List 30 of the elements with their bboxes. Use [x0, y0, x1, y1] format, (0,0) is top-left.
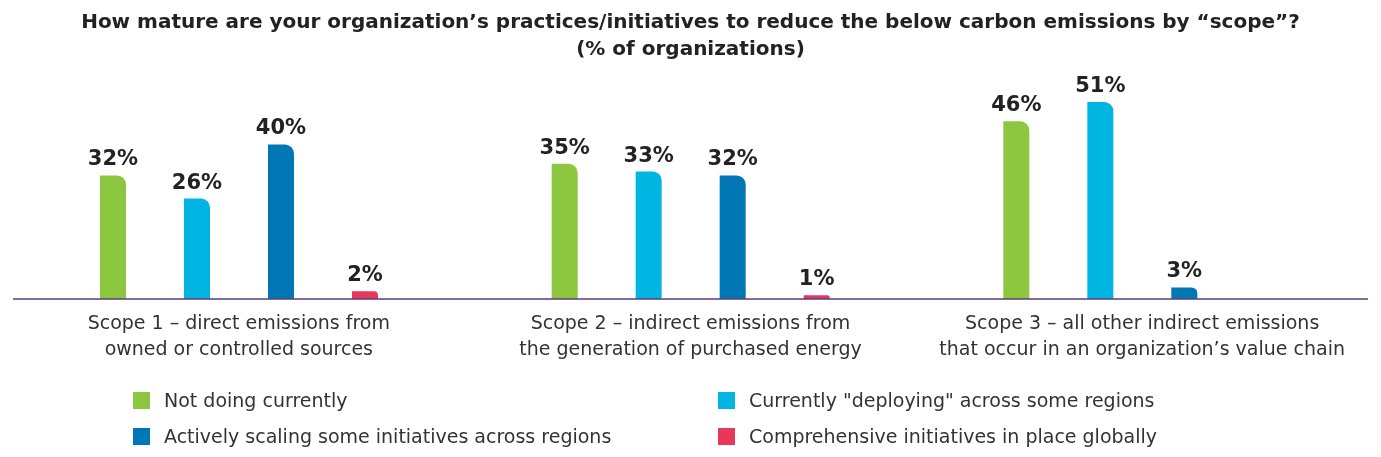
legend-label: Currently "deploying" across some regions — [749, 389, 1155, 411]
x-tick-label: Scope 1 – direct emissions from owned or controlled sources — [87, 311, 390, 359]
data-label: 26% — [171, 169, 223, 194]
data-label: 51% — [1075, 73, 1126, 97]
bar — [1087, 102, 1114, 299]
x-tick-label: Scope 2 – indirect emissions from the generation of purchased energy — [519, 311, 862, 359]
bar — [268, 144, 294, 299]
bar — [184, 198, 210, 299]
data-label: 35% — [539, 134, 590, 159]
bar — [352, 291, 378, 299]
legend-label: Actively scaling some initiatives across regions — [164, 425, 612, 447]
data-label: 33% — [623, 142, 674, 167]
data-label: 32% — [87, 146, 139, 171]
bar — [635, 171, 662, 299]
chart-subtitle: (% of organizations) — [575, 35, 806, 62]
data-label: 46% — [991, 92, 1042, 117]
bar — [1003, 121, 1030, 299]
legend-label: Not doing currently — [164, 389, 348, 411]
data-label: 2% — [347, 262, 383, 287]
data-label: 40% — [255, 115, 307, 140]
bar — [100, 175, 126, 299]
chart-title: How mature are your organization’s practices/initiatives to reduce the below carbon emissions by “scope”? — [80, 8, 1301, 35]
bar — [1171, 287, 1198, 299]
data-label: 32% — [707, 146, 758, 171]
legend-label: Comprehensive initiatives in place globally — [749, 425, 1158, 447]
data-label: 3% — [1166, 258, 1203, 283]
bar — [719, 175, 746, 299]
x-tick-label: Scope 3 – all other indirect emissions that occur in an organization’s value chain — [939, 311, 1345, 359]
data-label: 1% — [798, 266, 835, 291]
bar — [551, 163, 578, 299]
